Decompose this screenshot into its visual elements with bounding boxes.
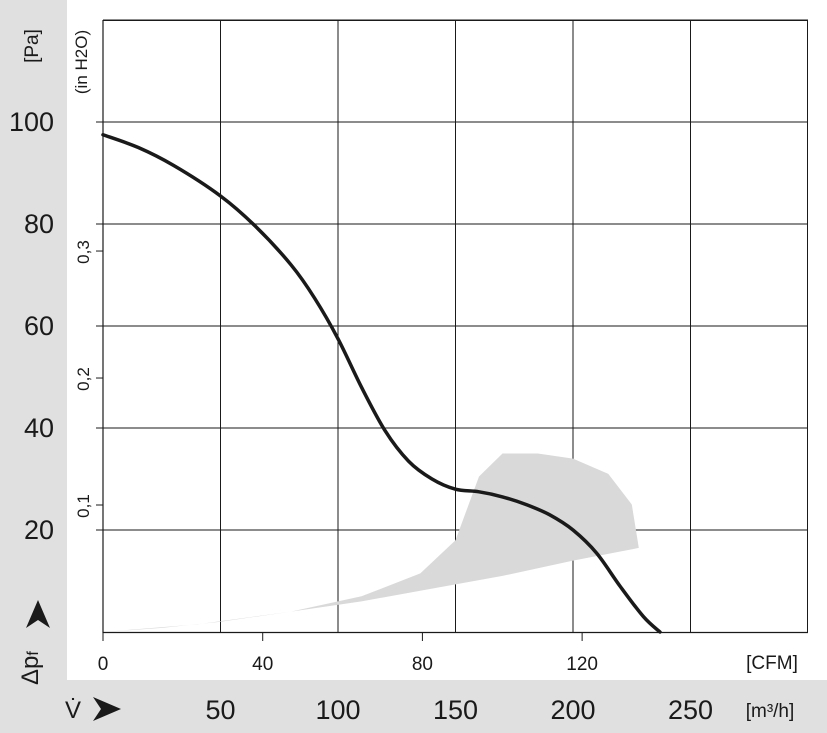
x-tick-label-m3h: 250 — [668, 695, 713, 725]
y-unit-pa: [Pa] — [22, 29, 43, 63]
series-layer — [101, 133, 662, 634]
x-arrow-icon — [93, 697, 121, 721]
y-arrow-icon — [26, 600, 50, 628]
x-tick-label-m3h: 50 — [205, 695, 235, 725]
y-tick-label-pa: 60 — [24, 311, 54, 341]
x-tick-label-m3h: 150 — [433, 695, 478, 725]
y-tick-label-inh2o: 0,1 — [74, 494, 93, 518]
x-tick-label-cfm: 0 — [98, 654, 109, 675]
x-ticks-m3h: 50 100 150 200 250 — [205, 695, 713, 725]
operating-region — [103, 453, 639, 632]
y-tick-label-pa: 40 — [24, 413, 54, 443]
y-tick-label-pa: 100 — [9, 107, 54, 137]
x-symbol: V̇ — [65, 696, 81, 724]
x-tick-label-m3h: 100 — [315, 695, 360, 725]
series-line — [101, 133, 662, 634]
y-tick-label-inh2o: 0,3 — [74, 240, 93, 264]
y-tick-label-pa: 80 — [24, 209, 54, 239]
x-unit-m3h: [m³/h] — [746, 701, 795, 722]
x-tick-label-m3h: 200 — [550, 695, 595, 725]
y-tick-label-inh2o: 0,2 — [74, 367, 93, 391]
x-ticks-cfm: 0 40 80 120 — [98, 632, 598, 675]
y-ticks-pa: 20 40 60 80 100 — [9, 107, 103, 545]
operating-region-layer — [103, 453, 639, 632]
y-tick-label-pa: 20 — [24, 515, 54, 545]
y-axis-symbol: Δpf — [17, 651, 44, 685]
x-tick-label-cfm: 40 — [252, 654, 273, 675]
y-symbol-sub: f — [25, 651, 42, 656]
y-symbol-text: Δp — [17, 656, 44, 685]
bottom-axis-band — [0, 680, 827, 733]
x-unit-cfm: [CFM] — [746, 653, 798, 674]
y-unit-inh2o: (in H2O) — [72, 30, 91, 94]
x-tick-label-cfm: 80 — [412, 654, 433, 675]
y-ticks-inh2o: 0,1 0,2 0,3 — [74, 240, 103, 518]
x-tick-label-cfm: 120 — [566, 654, 598, 675]
svg-text:Δpf: Δpf — [17, 651, 44, 685]
